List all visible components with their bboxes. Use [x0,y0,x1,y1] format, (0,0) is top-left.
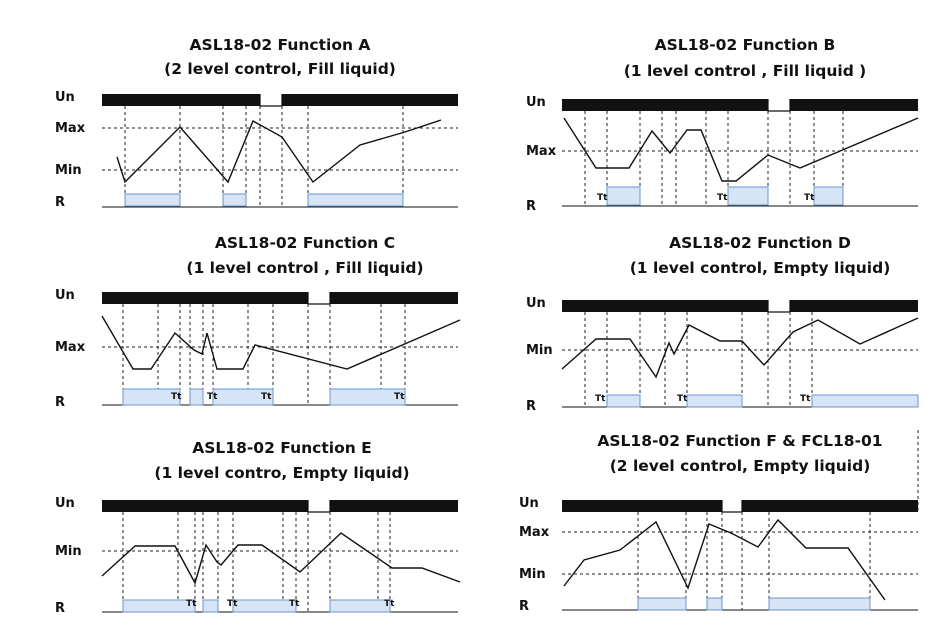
supply-off-segment [307,500,331,513]
delay-time-label: Tt [384,599,395,609]
supply-label: Un [55,90,75,105]
relay-label: R [526,199,536,214]
liquid-level-signal [101,532,461,585]
relay-on-pulse [212,388,274,406]
delay-time-label: Tt [595,394,606,404]
panel-function-f: ASL18-02 Function F & FCL18-01 (2 level c… [519,430,919,614]
supply-off-segment [259,94,283,107]
delay-time-label: Tt [186,599,197,609]
level-label: Max [55,340,86,355]
supply-off-segment [767,99,791,112]
relay-on-pulse [706,597,723,611]
level-label: Min [55,544,82,559]
relay-on-pulse [329,599,391,613]
relay-label: R [519,599,529,614]
relay-on-pulse [189,388,204,406]
panel-title: ASL18-02 Function C [215,234,395,252]
panel-function-a: ASL18-02 Function A (2 level control, Fil… [55,36,458,210]
delay-time-label: Tt [800,394,811,404]
upper-level-label: Max [55,121,86,136]
panel-title: ASL18-02 Function E [192,439,371,457]
panel-title: ASL18-02 Function B [655,36,836,54]
panel-title: ASL18-02 Function F & FCL18-01 [597,432,882,450]
panel-function-d: ASL18-02 Function D (1 level control, Emp… [526,234,919,414]
panel-subtitle: (1 level control , Fill liquid ) [624,62,867,80]
supply-on-segment [562,500,722,512]
relay-label: R [526,399,536,414]
supply-label: Un [55,496,75,511]
delay-time-label: Tt [207,392,218,402]
relay-label: R [55,195,65,210]
delay-time-label: Tt [261,392,272,402]
panel-subtitle: (1 level contro, Empty liquid) [154,464,409,482]
relay-label: R [55,601,65,616]
relay-on-pulse [124,193,181,207]
supply-on-segment [790,300,918,312]
supply-off-segment [307,292,331,305]
delay-time-label: Tt [227,599,238,609]
supply-off-segment [767,300,791,313]
relay-on-pulse [122,388,181,406]
upper-level-label: Max [519,525,550,540]
delay-time-label: Tt [677,394,688,404]
panel-subtitle: (1 level control , Fill liquid) [186,259,423,277]
supply-label: Un [519,496,539,511]
relay-on-pulse [307,193,404,207]
panel-title: ASL18-02 Function A [190,36,371,54]
supply-on-segment [102,500,308,512]
panel-function-e: ASL18-02 Function E (1 level contro, Empt… [55,439,461,616]
supply-label: Un [526,95,546,110]
supply-on-segment [330,292,458,304]
relay-on-pulse [637,597,687,611]
panel-function-b: ASL18-02 Function B (1 level control , Fi… [526,36,919,214]
panel-subtitle: (2 level control, Fill liquid) [164,60,396,78]
level-label: Min [526,343,553,358]
liquid-level-signal [101,315,461,370]
panel-title: ASL18-02 Function D [669,234,851,252]
supply-label: Un [526,296,546,311]
level-label: Min [55,163,82,178]
relay-on-pulse [686,394,743,408]
relay-on-pulse [222,193,247,207]
supply-on-segment [562,99,768,111]
delay-time-label: Tt [717,193,728,203]
supply-on-segment [790,99,918,111]
supply-on-segment [330,500,458,512]
relay-on-pulse [329,388,406,406]
relay-on-pulse [727,186,769,206]
liquid-level-signal [563,117,919,182]
supply-on-segment [562,300,768,312]
delay-time-label: Tt [171,392,182,402]
relay-on-pulse [606,394,641,408]
liquid-level-signal [561,317,919,379]
relay-on-pulse [202,599,219,613]
relay-on-pulse [606,186,641,206]
level-label: Min [519,567,546,582]
relay-on-pulse [811,394,919,408]
liquid-level-signal [563,518,886,601]
supply-label: Un [55,288,75,303]
delay-time-label: Tt [804,193,815,203]
supply-off-segment [721,500,743,513]
delay-time-label: Tt [597,193,608,203]
supply-on-segment [282,94,458,106]
relay-on-pulse [232,599,297,613]
panel-subtitle: (2 level control, Empty liquid) [610,457,871,475]
relay-on-pulse [768,597,871,611]
liquid-level-signal [116,119,442,184]
panel-subtitle: (1 level control, Empty liquid) [630,259,891,277]
supply-on-segment [742,500,918,512]
delay-time-label: Tt [289,599,300,609]
relay-on-pulse [813,186,844,206]
panel-function-c: ASL18-02 Function C (1 level control , Fi… [55,234,461,410]
supply-on-segment [102,94,260,106]
delay-time-label: Tt [394,392,405,402]
level-label: Max [526,144,557,159]
relay-on-pulse [122,599,196,613]
supply-on-segment [102,292,308,304]
relay-label: R [55,395,65,410]
